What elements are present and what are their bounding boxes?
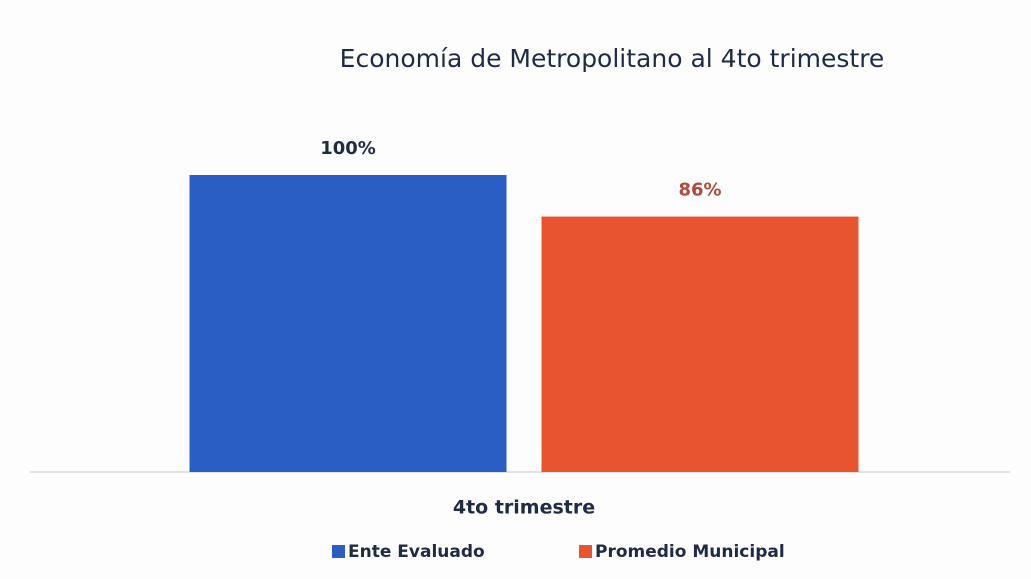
legend-swatch	[332, 545, 345, 558]
legend-label: Ente Evaluado	[348, 542, 485, 562]
data-label: 100%	[320, 138, 376, 159]
legend-label: Promedio Municipal	[595, 542, 785, 562]
bar	[541, 216, 859, 472]
data-label: 86%	[678, 180, 721, 201]
bar	[189, 175, 507, 472]
chart-title: Economía de Metropolitano al 4to trimest…	[340, 44, 885, 73]
legend-swatch	[579, 545, 592, 558]
x-tick-label: 4to trimestre	[453, 497, 595, 519]
